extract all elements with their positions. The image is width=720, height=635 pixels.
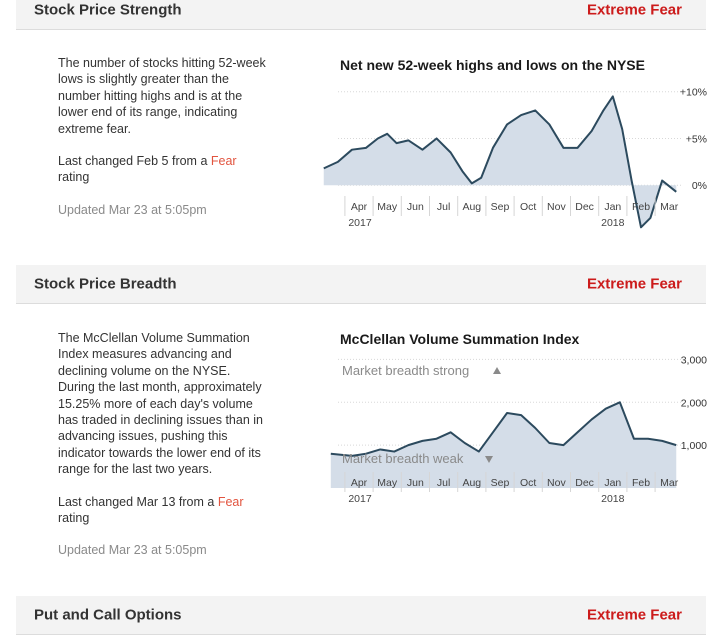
x-tick-label: May <box>377 477 398 489</box>
x-tick-label: Jul <box>437 477 450 489</box>
annotation-market-strong: Market breadth strong <box>342 363 469 378</box>
x-year-label: 2018 <box>601 493 625 505</box>
x-tick-label: Feb <box>632 477 650 489</box>
x-tick-label: Oct <box>520 477 536 489</box>
x-year-label: 2017 <box>348 493 372 505</box>
triangle-up-icon <box>493 367 501 374</box>
x-tick-label: Jan <box>604 477 621 489</box>
y-tick-label: 2,000 <box>681 397 707 409</box>
x-tick-label: Apr <box>351 477 368 489</box>
x-tick-label: Aug <box>462 477 481 489</box>
section-title: Put and Call Options <box>34 607 182 624</box>
x-tick-label: Sep <box>491 477 510 489</box>
annotation-market-weak: Market breadth weak <box>342 451 464 466</box>
x-tick-label: Nov <box>547 477 566 489</box>
x-tick-label: Jun <box>407 477 424 489</box>
x-tick-label: Dec <box>575 477 594 489</box>
rating-badge: Extreme Fear <box>587 607 682 624</box>
y-tick-label: 3,000 <box>681 354 707 366</box>
y-tick-label: 1,000 <box>681 440 707 452</box>
x-tick-label: Mar <box>660 477 679 489</box>
section-header-put-call-options: Put and Call Options Extreme Fear <box>16 596 706 635</box>
